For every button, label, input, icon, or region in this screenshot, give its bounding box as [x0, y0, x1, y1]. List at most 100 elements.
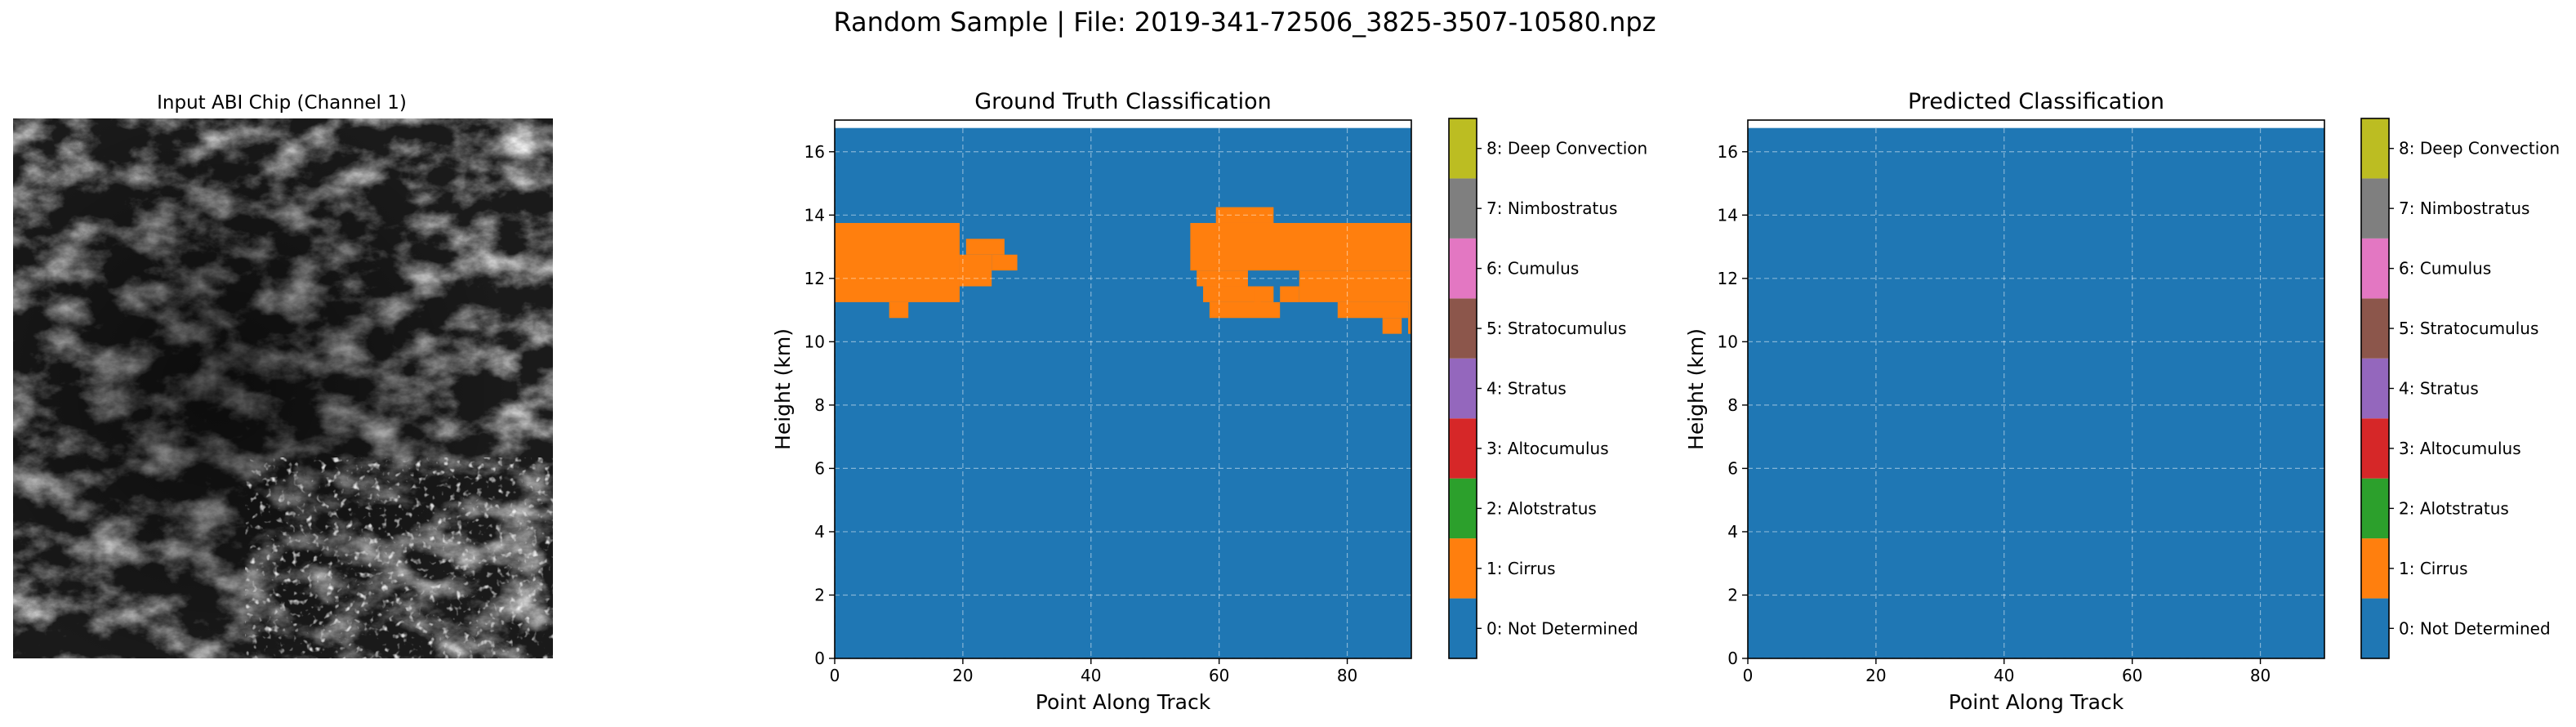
- input-image-title: Input ABI Chip (Channel 1): [157, 92, 407, 114]
- pred-y-tick-label: 0: [1727, 649, 1738, 668]
- pred-colorbar-swatch: [2361, 178, 2389, 239]
- gt-colorbar-label: 7: Nimbostratus: [1486, 198, 1617, 218]
- gt-y-tick-label: 16: [804, 142, 825, 162]
- gt-class-region: [1197, 270, 1248, 287]
- pred-axes-frame: [1747, 119, 2325, 659]
- gt-class-region: [992, 254, 1018, 271]
- gt-class-region: [1337, 301, 1409, 319]
- gt-colorbar-swatch: [1449, 118, 1477, 179]
- gt-class-region: [1382, 318, 1402, 334]
- pred-colorbar-swatch: [2361, 478, 2389, 539]
- pred-y-tick-label: 14: [1718, 205, 1738, 225]
- pred-y-tick-label: 16: [1718, 142, 1738, 162]
- pred-colorbar-swatch: [2361, 538, 2389, 599]
- pred-y-tick-label: 4: [1727, 522, 1738, 542]
- pred-y-axis-label: Height (km): [1684, 328, 1708, 450]
- gt-colorbar-label: 5: Stratocumulus: [1486, 319, 1626, 338]
- pred-colorbar-label: 6: Cumulus: [2399, 259, 2491, 279]
- input-image-panel: Input ABI Chip (Channel 1): [13, 92, 553, 658]
- pred-x-tick-label: 40: [1994, 666, 2014, 685]
- gt-x-tick-label: 80: [1337, 666, 1357, 685]
- gt-colorbar-frame: [1448, 118, 1477, 659]
- gt-y-axis-label: Height (km): [771, 328, 795, 450]
- pred-x-tick-label: 80: [2250, 666, 2271, 685]
- gt-class-region: [1215, 207, 1274, 223]
- pred-y-tick-label: 10: [1718, 332, 1738, 351]
- gt-x-axis-label: Point Along Track: [1036, 690, 1211, 714]
- gt-class-region: [1203, 286, 1261, 302]
- gt-colorbar-swatch: [1449, 418, 1477, 479]
- gt-x-tick-label: 0: [830, 666, 840, 685]
- gt-colorbar-label: 2: Alotstratus: [1486, 498, 1597, 518]
- gt-colorbar-swatch: [1449, 358, 1477, 419]
- gt-y-tick-label: 8: [814, 395, 825, 415]
- gt-class-region: [959, 254, 992, 287]
- gt-class-region: [965, 239, 1005, 255]
- gt-y-tick-label: 6: [814, 458, 825, 478]
- pred-colorbar-label: 4: Stratus: [2399, 379, 2479, 399]
- ground-truth-colorbar: 0: Not Determined 1: Cirrus 2: Alotstratus…: [1448, 118, 1647, 659]
- gt-class-region: [1280, 286, 1299, 302]
- pred-colorbar-label: 3: Altocumulus: [2399, 439, 2521, 458]
- gt-x-tick-label: 20: [952, 666, 973, 685]
- gt-y-tick-label: 2: [814, 585, 825, 604]
- gt-y-tick-label: 4: [814, 522, 825, 542]
- figure-suptitle: Random Sample | File: 2019-341-72506_382…: [834, 7, 1656, 38]
- pred-colorbar-label: 7: Nimbostratus: [2399, 198, 2529, 218]
- gt-colorbar-swatch: [1449, 238, 1477, 299]
- gt-class-region: [1299, 270, 1411, 302]
- gt-class-region: [889, 301, 909, 319]
- gt-colorbar-label: 8: Deep Convection: [1486, 139, 1647, 158]
- gt-class-region: [835, 222, 960, 302]
- pred-title: Predicted Classification: [1908, 89, 2164, 114]
- gt-colorbar-label: 3: Altocumulus: [1486, 439, 1609, 458]
- pred-y-tick-label: 8: [1727, 395, 1738, 415]
- pred-colorbar-frame: [2360, 118, 2390, 659]
- pred-x-tick-label: 20: [1865, 666, 1886, 685]
- gt-class-region: [1190, 222, 1411, 271]
- pred-colorbar-swatch: [2361, 298, 2389, 359]
- pred-colorbar-swatch: [2361, 238, 2389, 299]
- gt-background-cells: [835, 127, 1411, 659]
- gt-title: Ground Truth Classification: [974, 89, 1272, 114]
- pred-colorbar-swatch: [2361, 598, 2389, 658]
- pred-colorbar-label: 8: Deep Convection: [2399, 139, 2560, 158]
- pred-colorbar-swatch: [2361, 118, 2389, 179]
- gt-axes-frame: [834, 119, 1412, 659]
- gt-colorbar-swatch: [1449, 298, 1477, 359]
- pred-y-tick-label: 6: [1727, 458, 1738, 478]
- pred-colorbar-label: 0: Not Determined: [2399, 618, 2551, 638]
- ground-truth-panel: 0 20 40 60 80 0 2 4 6 8 10 12 14 16 Ground Truth Class…: [771, 89, 1412, 714]
- predicted-panel: 0 20 40 60 80 0 2 4 6 8 10 12 14 16 Predicted Classifi…: [1684, 89, 2325, 714]
- input-image-chip: [13, 118, 553, 658]
- gt-class-region: [1209, 301, 1281, 319]
- gt-colorbar-swatch: [1449, 598, 1477, 658]
- gt-y-tick-label: 0: [814, 649, 825, 668]
- gt-colorbar-label: 0: Not Determined: [1486, 618, 1638, 638]
- gt-colorbar-label: 1: Cirrus: [1486, 559, 1556, 578]
- pred-y-tick-label: 2: [1727, 585, 1738, 604]
- pred-x-tick-label: 60: [2122, 666, 2142, 685]
- gt-colorbar-swatch: [1449, 178, 1477, 239]
- pred-x-axis-label: Point Along Track: [1949, 690, 2124, 714]
- gt-class-region: [1408, 301, 1411, 334]
- pred-colorbar-label: 2: Alotstratus: [2399, 498, 2509, 518]
- gt-y-tick-label: 14: [804, 205, 825, 225]
- gt-class-region: [1254, 286, 1274, 302]
- gt-x-tick-label: 40: [1081, 666, 1101, 685]
- predicted-colorbar: 0: Not Determined 1: Cirrus 2: Alotstratus…: [2360, 118, 2560, 659]
- gt-y-tick-label: 12: [804, 269, 825, 288]
- pred-background-cells: [1748, 127, 2324, 659]
- gt-y-tick-label: 10: [804, 332, 825, 351]
- pred-colorbar-swatch: [2361, 418, 2389, 479]
- pred-colorbar-label: 5: Stratocumulus: [2399, 319, 2538, 338]
- pred-y-tick-label: 12: [1718, 269, 1738, 288]
- gt-colorbar-swatch: [1449, 538, 1477, 599]
- pred-colorbar-label: 1: Cirrus: [2399, 559, 2468, 578]
- gt-colorbar-label: 6: Cumulus: [1486, 259, 1579, 279]
- gt-x-tick-label: 60: [1209, 666, 1229, 685]
- pred-x-tick-label: 0: [1743, 666, 1754, 685]
- pred-colorbar-swatch: [2361, 358, 2389, 419]
- gt-colorbar-swatch: [1449, 478, 1477, 539]
